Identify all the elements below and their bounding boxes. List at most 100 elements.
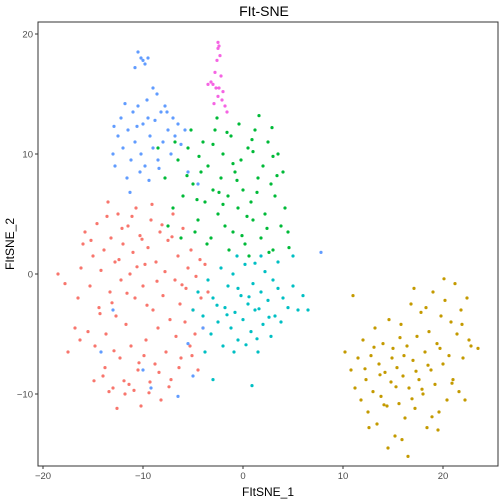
data-point	[116, 134, 120, 138]
data-point	[186, 342, 190, 346]
data-point	[476, 346, 480, 350]
data-points	[56, 40, 480, 458]
data-point	[176, 158, 180, 162]
data-point	[156, 326, 160, 330]
data-point	[177, 366, 181, 370]
data-point	[181, 194, 185, 198]
data-point	[178, 302, 182, 306]
data-point	[149, 218, 153, 222]
data-point	[97, 306, 101, 310]
data-point	[99, 268, 103, 272]
data-point	[206, 82, 210, 86]
data-point	[417, 378, 421, 382]
data-point	[138, 234, 142, 238]
x-tick-label: 0	[240, 471, 245, 482]
data-point	[243, 262, 247, 266]
data-point	[158, 230, 162, 234]
data-point	[114, 314, 118, 318]
data-point	[147, 391, 151, 395]
data-point	[190, 354, 194, 358]
data-point	[271, 248, 275, 252]
data-point	[167, 385, 171, 389]
data-point	[411, 358, 415, 362]
data-point	[372, 345, 376, 349]
data-point	[132, 388, 136, 392]
data-point	[441, 362, 445, 366]
data-point	[118, 356, 122, 360]
data-point	[173, 278, 177, 282]
data-point	[146, 246, 150, 250]
data-point	[186, 266, 190, 270]
data-point	[104, 332, 108, 336]
data-point	[263, 212, 267, 216]
data-point	[221, 152, 225, 156]
y-axis-label: FItSNE_2	[3, 218, 17, 270]
data-point	[229, 326, 233, 330]
data-point	[121, 146, 125, 150]
data-point	[141, 58, 145, 63]
data-point	[189, 128, 193, 132]
data-point	[219, 176, 223, 180]
x-tick-label: −10	[135, 471, 151, 482]
data-point	[217, 190, 221, 194]
data-point	[86, 330, 90, 334]
data-point	[236, 206, 240, 210]
data-point	[125, 176, 129, 180]
data-point	[381, 342, 385, 346]
data-point	[390, 356, 394, 360]
data-point	[161, 294, 165, 298]
data-point	[247, 295, 251, 299]
y-tick-label: 20	[22, 30, 33, 41]
data-point	[217, 44, 221, 48]
x-tick-label: −20	[35, 471, 51, 482]
data-point	[163, 176, 167, 180]
data-point	[286, 306, 290, 310]
data-point	[269, 334, 273, 338]
data-point	[403, 416, 407, 420]
data-point	[424, 306, 428, 310]
data-point	[111, 308, 115, 312]
data-point	[215, 116, 219, 120]
data-point	[203, 200, 207, 204]
data-point	[235, 254, 239, 258]
data-point	[133, 140, 137, 144]
data-point	[171, 212, 175, 216]
data-point	[246, 146, 250, 150]
data-point	[244, 343, 248, 347]
data-point	[253, 261, 257, 265]
data-point	[279, 224, 283, 228]
data-point	[363, 367, 367, 371]
data-point	[364, 378, 368, 382]
data-point	[369, 354, 373, 358]
data-point	[240, 234, 244, 238]
data-point	[163, 104, 167, 108]
data-point	[124, 322, 128, 326]
data-point	[225, 313, 229, 317]
data-point	[383, 370, 387, 374]
data-point	[186, 170, 190, 174]
data-point	[415, 334, 419, 338]
data-point	[196, 368, 200, 372]
data-point	[95, 222, 99, 226]
data-point	[216, 320, 220, 324]
data-point	[139, 404, 143, 408]
data-point	[92, 379, 96, 383]
data-point	[149, 386, 153, 390]
data-point	[166, 128, 170, 132]
data-point	[78, 338, 82, 342]
data-point	[173, 134, 177, 138]
data-point	[123, 392, 127, 396]
data-point	[179, 356, 183, 360]
data-point	[155, 92, 159, 96]
data-point	[135, 124, 139, 128]
data-point	[281, 296, 285, 300]
data-point	[179, 142, 183, 146]
data-point	[174, 334, 178, 338]
data-point	[112, 349, 116, 353]
y-tick-label: 0	[28, 270, 33, 281]
data-point	[421, 392, 425, 396]
data-point	[419, 310, 423, 314]
data-point	[111, 152, 115, 156]
data-point	[253, 308, 257, 312]
data-point	[267, 315, 271, 319]
